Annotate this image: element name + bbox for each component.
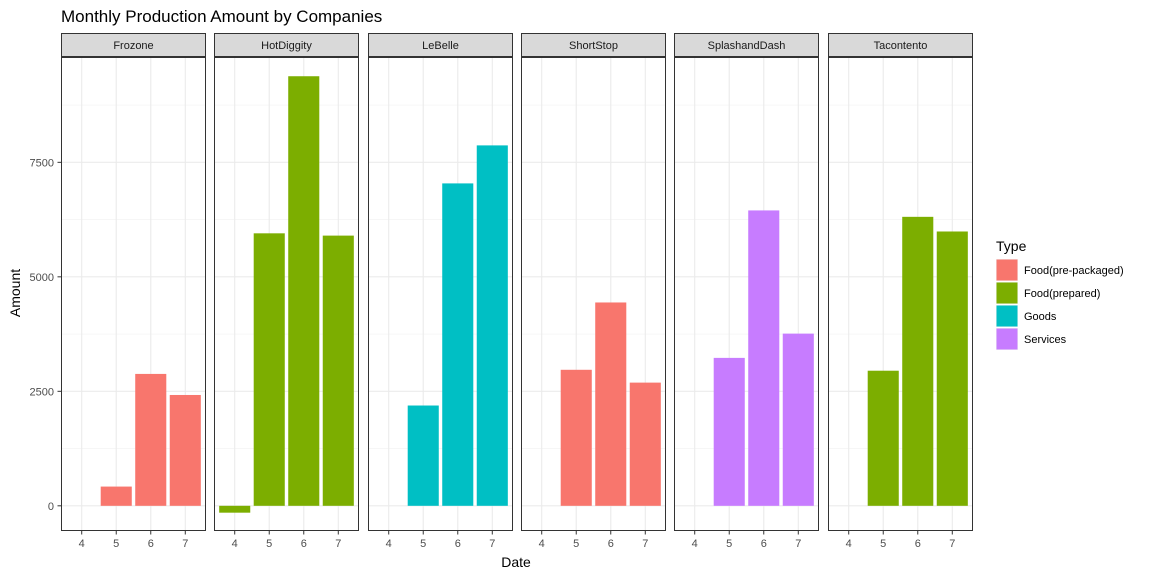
legend-swatch [996,328,1018,350]
y-tick-label: 7500 [30,157,54,169]
legend-entry: Food(pre-packaged) [996,259,1124,281]
x-tick-label: 6 [761,538,767,550]
bar-splashanddash-5 [713,357,745,506]
x-tick-label: 7 [182,538,188,550]
legend-label: Services [1024,334,1067,346]
panel-border [214,57,359,531]
x-tick-label: 5 [266,538,272,550]
x-tick-label: 5 [113,538,119,550]
facet-strip [61,33,206,57]
legend-label: Goods [1024,311,1057,323]
bar-hotdiggity-5 [253,233,285,506]
legend-entry: Services [996,328,1067,350]
panel-border [828,57,973,531]
bar-tacontento-5 [867,370,899,506]
bar-hotdiggity-6 [288,76,320,506]
x-tick-label: 4 [386,538,392,550]
facet-panel-shortstop: ShortStop 4 5 6 7 [521,33,666,550]
legend-swatch [996,259,1018,281]
bar-shortstop-7 [629,382,661,506]
x-tick-label: 6 [915,538,921,550]
bar-lebelle-5 [407,405,439,506]
x-tick-label: 5 [880,538,886,550]
panel-border [368,57,513,531]
x-tick-label: 4 [846,538,852,550]
x-tick-label: 6 [148,538,154,550]
bar-hotdiggity-4 [219,505,251,513]
legend-label: Food(pre-packaged) [1024,265,1124,277]
facet-panel-tacontento: Tacontento 4 5 6 7 [828,33,973,550]
facet-strip [521,33,666,57]
y-tick-label: 2500 [30,386,54,398]
x-tick-label: 7 [642,538,648,550]
bar-frozone-5 [100,486,132,506]
facet-panel-splashanddash: SplashandDash 4 5 6 7 [674,33,819,550]
x-tick-label: 7 [795,538,801,550]
x-tick-label: 6 [608,538,614,550]
x-tick-label: 4 [692,538,698,550]
bar-splashanddash-6 [748,210,780,506]
legend-label: Food(prepared) [1024,288,1100,300]
x-tick-label: 7 [335,538,341,550]
facet-strip-label: Frozone [113,40,153,52]
legend-swatch [996,282,1018,304]
bar-lebelle-6 [442,183,474,506]
facet-panel-hotdiggity: HotDiggity 4 5 6 7 [214,33,359,550]
legend: Type Food(pre-packaged) Food(prepared) Goo… [996,238,1124,350]
x-tick-label: 4 [232,538,238,550]
x-tick-label: 7 [949,538,955,550]
facet-panel-lebelle: LeBelle 4 5 6 7 [368,33,513,550]
panel-border [521,57,666,531]
panel-border [674,57,819,531]
x-tick-label: 6 [301,538,307,550]
bar-tacontento-7 [936,231,968,506]
y-axis-title: Amount [7,269,23,317]
facet-strip [214,33,359,57]
facet-strip [368,33,513,57]
x-tick-label: 4 [539,538,545,550]
bar-shortstop-6 [595,302,627,506]
bar-lebelle-7 [476,145,508,506]
facet-panel-frozone: Frozone 4 5 6 7 [61,33,206,550]
facet-strip [828,33,973,57]
legend-swatch [996,305,1018,327]
bar-frozone-6 [135,373,167,506]
bar-frozone-7 [169,394,201,506]
bar-shortstop-5 [560,369,592,506]
x-tick-label: 5 [726,538,732,550]
panel-border [61,57,206,531]
x-tick-label: 6 [455,538,461,550]
y-axis: 0 2500 5000 7500 [30,157,61,513]
x-tick-label: 4 [79,538,85,550]
facet-strip [674,33,819,57]
facet-strip-label: Tacontento [874,40,928,52]
facet-strip-label: HotDiggity [261,40,312,52]
x-tick-label: 5 [420,538,426,550]
x-tick-label: 7 [489,538,495,550]
bar-tacontento-6 [902,216,934,506]
x-tick-label: 5 [573,538,579,550]
bar-hotdiggity-7 [322,235,354,506]
legend-entry: Food(prepared) [996,282,1100,304]
legend-entry: Goods [996,305,1057,327]
facet-strip-label: ShortStop [569,40,618,52]
bar-splashanddash-7 [782,333,814,506]
x-axis-title: Date [501,554,531,570]
y-tick-label: 0 [48,501,54,513]
chart-title: Monthly Production Amount by Companies [61,7,382,26]
facet-strip-label: LeBelle [422,40,459,52]
y-tick-label: 5000 [30,272,54,284]
facet-strip-label: SplashandDash [708,40,786,52]
legend-title: Type [996,238,1027,254]
